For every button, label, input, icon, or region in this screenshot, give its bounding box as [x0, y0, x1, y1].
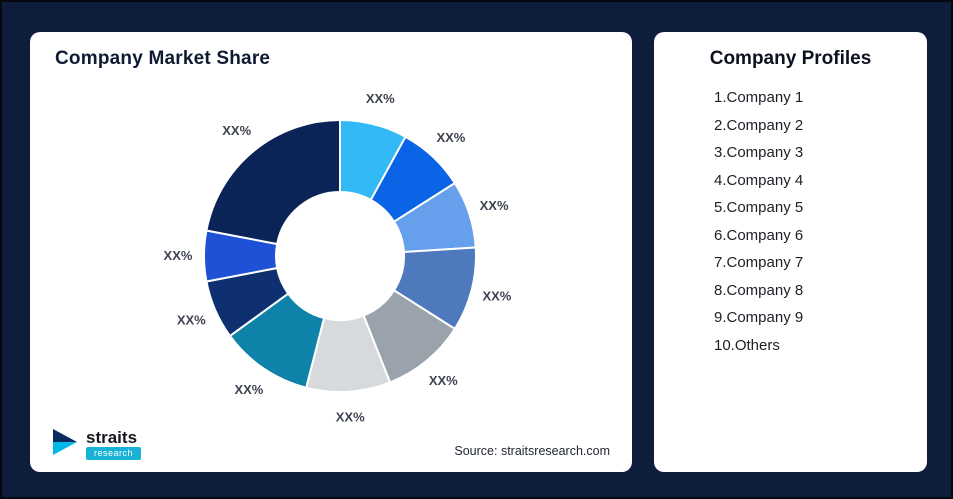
company-list-item: 1.Company 1 [714, 89, 804, 106]
profiles-title: Company Profiles [709, 48, 872, 69]
slice-label: XX% [436, 130, 465, 145]
company-profiles-card: Company Profiles 1.Company 1 2.Company 2 3… [654, 32, 927, 472]
straits-logo-icon [50, 427, 80, 462]
slice-label: XX% [336, 410, 365, 425]
straits-logo: straits research [50, 427, 142, 462]
slice-label: XX% [480, 198, 509, 213]
donut-segment [205, 119, 341, 246]
donut-chart: XX% XX% XX% XX% XX% XX% XX% XX% XX% XX% [164, 91, 512, 425]
slice-label: XX% [482, 288, 511, 303]
company-list-item: 7.Company 7 [714, 254, 804, 271]
company-list: 1.Company 1 2.Company 2 3.Company 3 4.Compa… [714, 84, 803, 359]
slice-label: XX% [429, 373, 458, 388]
company-list-item: 3.Company 3 [714, 144, 804, 161]
company-list-item: 6.Company 6 [714, 226, 804, 244]
company-list-item: 8.Company 8 [714, 281, 804, 299]
slice-label: XX% [366, 91, 395, 106]
company-list-item: 5.Company 5 [714, 199, 804, 216]
straits-logo-text: straits research [86, 428, 142, 460]
chart-title: Company Market Share [55, 48, 271, 69]
slice-label: XX% [234, 382, 263, 397]
slice-label: XX% [177, 312, 206, 327]
company-list-item: 4.Company 4 [714, 171, 804, 189]
logo-subtitle: research [86, 447, 142, 460]
source-attribution: Source: straitsresearch.com [454, 444, 610, 458]
slice-label: XX% [164, 248, 193, 263]
slice-label: XX% [222, 123, 251, 138]
company-list-item: 2.Company 2 [714, 116, 804, 134]
company-list-item: 10.Others [714, 336, 780, 354]
company-list-item: 9.Company 9 [714, 309, 804, 326]
market-share-card: Company Market Share XX% XX% XX% XX% XX% XX% X… [30, 32, 632, 472]
logo-name: straits [86, 428, 138, 447]
